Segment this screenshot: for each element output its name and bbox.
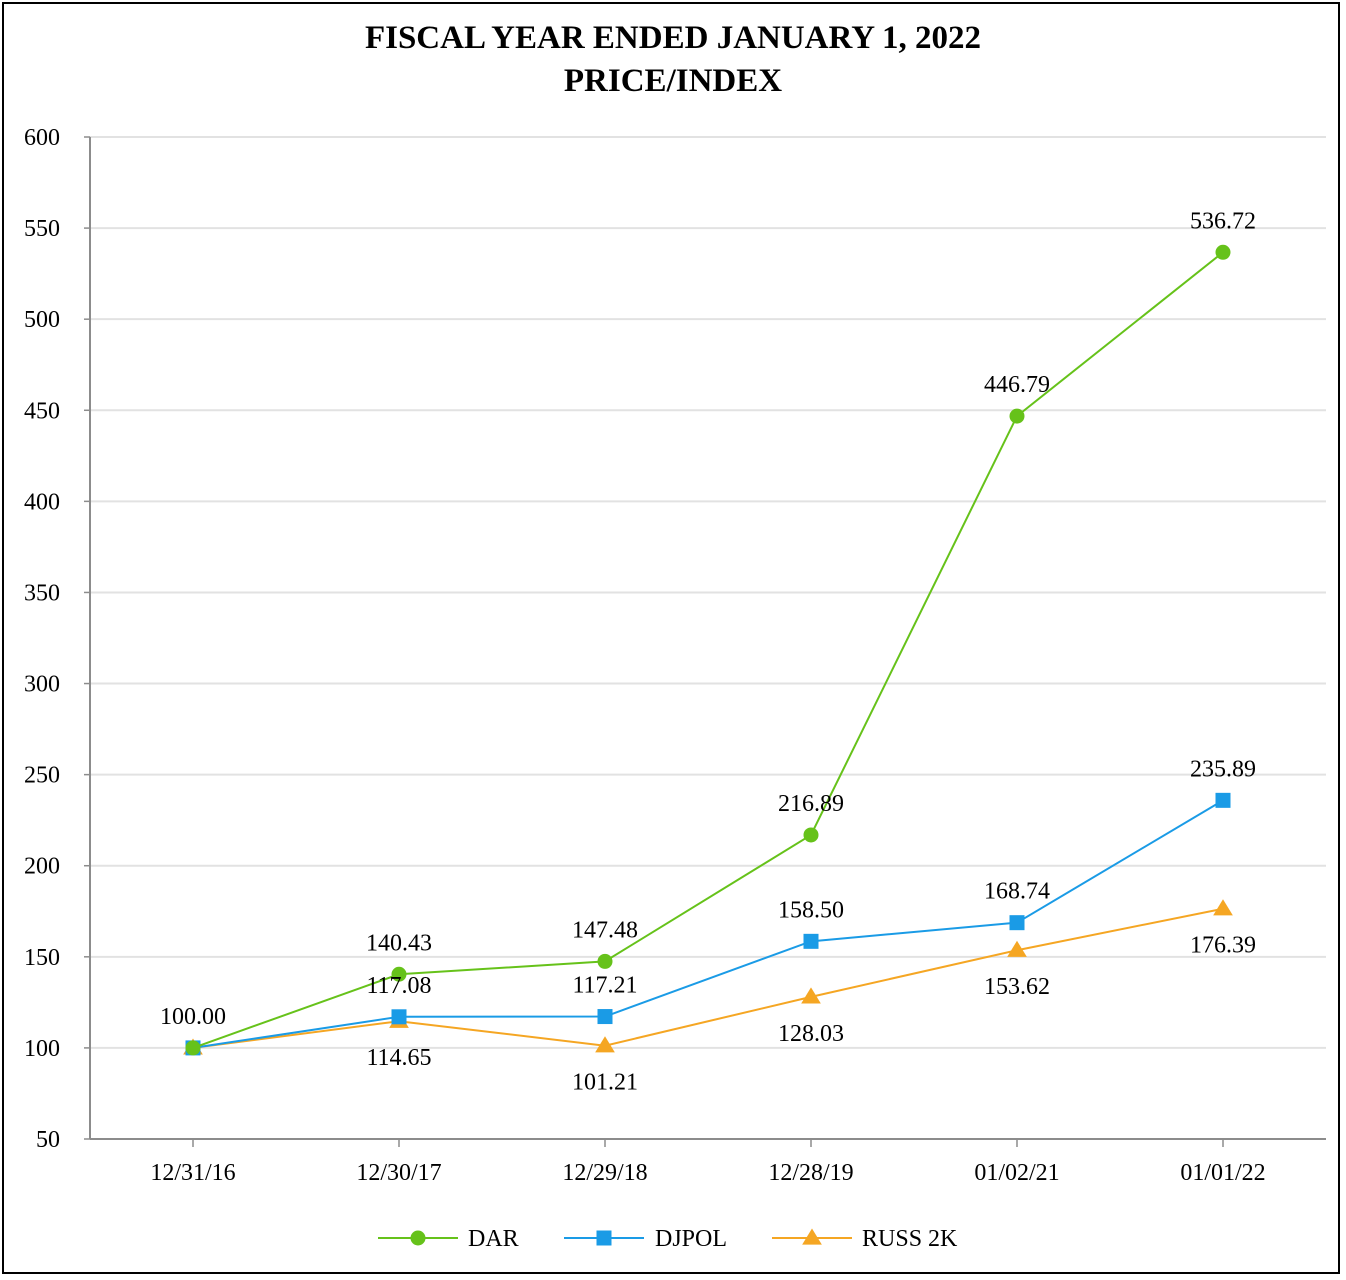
legend-marker-russ-2k [802,1228,822,1245]
data-point-dar [391,966,407,982]
y-tick-label: 350 [24,580,60,606]
y-tick-label: 200 [24,854,60,880]
data-point-djpol [597,1009,613,1025]
data-labels: 100.00 140.43 147.48 216.89 446.79 536.72 117.… [160,208,1256,1095]
data-point-djpol [1009,915,1025,931]
y-tick-label: 550 [24,216,60,242]
data-point-russ-2k [595,1036,615,1053]
y-tick-label: 600 [24,125,60,151]
y-tick-label: 150 [24,945,60,971]
x-tick-label: 12/30/17 [356,1160,441,1186]
y-tick-label: 400 [24,489,60,515]
data-label-dar: 147.48 [572,917,638,943]
data-point-dar [803,827,819,843]
y-tick-label: 250 [24,763,60,789]
data-label-russ-2k: 114.65 [366,1045,431,1071]
data-point-dar [185,1040,201,1056]
series-group [183,244,1233,1056]
data-point-dar [1215,244,1231,260]
series-line-dar [192,251,1224,1049]
data-label-djpol: 235.89 [1190,756,1256,782]
x-tick-label: 01/01/22 [1180,1160,1265,1186]
data-label-dar: 140.43 [366,930,432,956]
gridlines [90,136,1326,1049]
chart-title: FISCAL YEAR ENDED JANUARY 1, 2022 [364,20,982,56]
data-label-djpol: 158.50 [778,897,844,923]
data-label-dar: 536.72 [1190,208,1256,234]
y-tick-label: 300 [24,672,60,698]
legend-label-russ-2k: RUSS 2K [862,1226,958,1252]
chart-subtitle: PRICE/INDEX [563,63,783,99]
x-tick-label: 01/02/21 [974,1160,1059,1186]
legend-label-djpol: DJPOL [655,1226,727,1252]
data-point-djpol [391,1009,407,1025]
x-tick-label: 12/29/18 [562,1160,647,1186]
legend-marker-dar [410,1230,426,1246]
y-tick-label: 450 [24,398,60,424]
y-tick-label: 500 [24,307,60,333]
data-label-dar: 446.79 [984,372,1050,398]
data-point-russ-2k [1007,940,1027,957]
x-tick-label: 12/28/19 [768,1160,853,1186]
legend-marker-djpol [596,1230,612,1246]
y-tick-label: 50 [36,1127,60,1153]
data-point-djpol [1215,792,1231,808]
data-label-djpol: 117.21 [572,973,637,999]
y-tick-label: 100 [24,1036,60,1062]
data-point-dar [597,953,613,969]
data-label-djpol: 168.74 [984,879,1050,905]
data-point-russ-2k [801,987,821,1004]
data-point-dar [1009,408,1025,424]
series-line-russ-2k [192,907,1224,1049]
data-label-dar: 100.00 [160,1004,226,1030]
data-label-russ-2k: 153.62 [984,974,1050,1000]
legend: DAR DJPOL RUSS 2K [378,1226,958,1252]
data-label-dar: 216.89 [778,791,844,817]
legend-label-dar: DAR [468,1226,519,1252]
data-label-russ-2k: 176.39 [1190,933,1256,959]
data-point-russ-2k [1213,899,1233,916]
axes: 50 100 150 200 250 300 350 400 450 500 550 600 12/31… [24,125,1326,1186]
data-label-djpol: 117.08 [366,973,431,999]
data-label-russ-2k: 101.21 [572,1070,638,1096]
data-point-djpol [803,933,819,949]
x-tick-label: 12/31/16 [150,1160,235,1186]
series-line-djpol [192,799,1224,1049]
data-label-russ-2k: 128.03 [778,1021,844,1047]
